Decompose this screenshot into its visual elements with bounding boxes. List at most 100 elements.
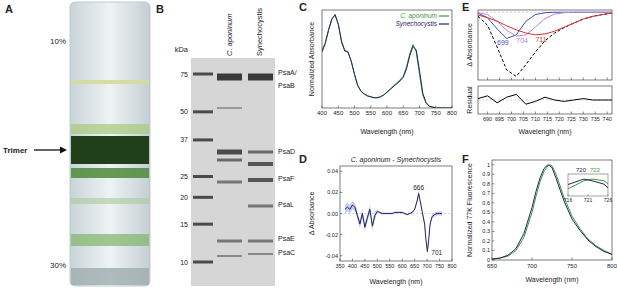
- tick-label: 750: [435, 263, 444, 269]
- marker-label: 37: [180, 136, 188, 143]
- gel-band: [248, 253, 273, 255]
- tick-label: 800: [447, 263, 456, 269]
- marker-band: [193, 196, 213, 199]
- tick: [535, 78, 536, 81]
- tube-band: [71, 268, 149, 285]
- tick: [588, 194, 589, 196]
- annotation: 701: [431, 249, 442, 256]
- tick: [492, 231, 495, 232]
- tick-label: 735: [591, 116, 600, 122]
- tick: [427, 259, 428, 262]
- tick-label: 0.5: [482, 209, 490, 215]
- gel-band: [217, 240, 242, 243]
- marker-band: [193, 261, 213, 264]
- lane-label: Synechocystis: [255, 8, 264, 56]
- tick: [435, 106, 436, 109]
- series-line: [478, 12, 612, 38]
- tick-label: 0: [487, 257, 490, 263]
- tick-label: 750: [567, 263, 578, 269]
- tick-label: 720: [555, 116, 564, 122]
- tick-label: 705: [519, 116, 528, 122]
- tick: [492, 221, 495, 222]
- panel-letter: D: [299, 153, 307, 165]
- tick: [492, 250, 495, 251]
- gradient-label: 10%: [50, 37, 66, 46]
- marker-label: 25: [180, 173, 188, 180]
- tick-label: 700: [414, 110, 425, 116]
- tick: [595, 78, 596, 81]
- protein-label: PsaA/: [278, 69, 297, 76]
- tick-label: 0.1: [482, 247, 490, 253]
- protein-label: PsaC: [278, 249, 295, 256]
- panel-letter: E: [462, 1, 469, 13]
- tick: [439, 259, 440, 262]
- tick: [492, 174, 495, 175]
- chart: Δ AbsorbanceE699704711: [462, 1, 612, 80]
- tick: [487, 112, 488, 115]
- axis-label: Δ Absorbance: [466, 23, 473, 67]
- tick-label: 650: [410, 263, 419, 269]
- tick-label: 730: [579, 116, 588, 122]
- series-line: [478, 12, 612, 36]
- lane-label: C. aponinum: [225, 13, 234, 56]
- tick-label: 721: [584, 197, 593, 203]
- panel-letter: A: [5, 3, 13, 15]
- series-line: [478, 94, 612, 104]
- tick-label: 550: [385, 263, 394, 269]
- tick: [340, 259, 341, 262]
- series-line: [322, 15, 452, 108]
- legend-label: C. aponinum: [400, 12, 437, 20]
- tube: [70, 2, 150, 286]
- marker-label: 20: [180, 194, 188, 201]
- error-band: [345, 191, 442, 253]
- gel: [191, 58, 275, 286]
- tick: [492, 183, 495, 184]
- tick: [572, 258, 573, 261]
- tube-band: [71, 136, 149, 164]
- gradient-label: 30%: [50, 261, 66, 270]
- chart: 400450500550600650700750800Wavelength (n…: [299, 1, 458, 136]
- tick: [492, 212, 495, 213]
- tube-band: [71, 198, 149, 204]
- annotation: 666: [413, 184, 424, 191]
- annotation: 720: [576, 167, 587, 173]
- tick-label: 0.8: [482, 181, 490, 187]
- tick-label: 0.2: [482, 238, 490, 244]
- tick: [523, 112, 524, 115]
- series-label: 699: [497, 39, 509, 46]
- tick-label: 500: [373, 263, 382, 269]
- tick: [511, 112, 512, 115]
- tick: [583, 112, 584, 115]
- tick-label: 690: [483, 116, 492, 122]
- tick-label: 0.04: [327, 168, 338, 174]
- tick-label: 710: [531, 116, 540, 122]
- tick: [492, 202, 495, 203]
- series-line: [478, 13, 612, 35]
- protein-label: PsaF: [278, 175, 294, 182]
- tick-label: 650: [487, 263, 498, 269]
- inset-line: [568, 179, 608, 196]
- tick-label: 550: [366, 110, 377, 116]
- tick: [492, 193, 495, 194]
- tick: [414, 259, 415, 262]
- chart: 350400450500550600650700750800-0.04-0.02…: [299, 153, 457, 286]
- chart: 690695700705710715720725730735740Wavelen…: [466, 86, 612, 136]
- tube-band: [71, 80, 149, 84]
- arrow: [34, 149, 62, 150]
- panel-letter: C: [299, 1, 307, 13]
- tick-label: 800: [447, 110, 458, 116]
- panel-b: BkDaC. aponinumSynechocystis755037252015…: [156, 3, 297, 286]
- marker-label: 10: [180, 259, 188, 266]
- series-line: [345, 193, 442, 251]
- tick: [511, 78, 512, 81]
- tick: [607, 78, 608, 81]
- inset: 716721726720722: [304, 167, 617, 288]
- plot-frame: [478, 86, 612, 114]
- inset-plot: [568, 179, 608, 196]
- tick-label: -0.04: [325, 253, 338, 259]
- tick-label: 715: [543, 116, 552, 122]
- tick: [452, 259, 453, 262]
- tick: [452, 106, 453, 109]
- tick-label: 400: [317, 110, 328, 116]
- series-line: [322, 15, 452, 108]
